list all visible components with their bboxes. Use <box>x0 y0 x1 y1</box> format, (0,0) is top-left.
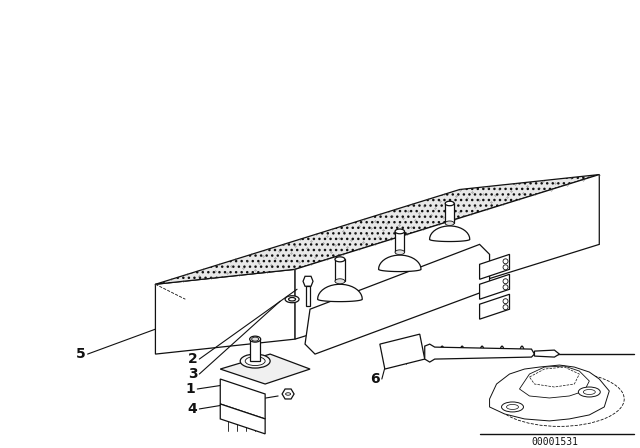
Polygon shape <box>479 254 509 279</box>
Polygon shape <box>282 389 294 399</box>
Ellipse shape <box>285 393 291 395</box>
Ellipse shape <box>395 229 404 234</box>
Polygon shape <box>303 276 313 286</box>
Circle shape <box>503 285 508 290</box>
Ellipse shape <box>506 405 518 409</box>
Ellipse shape <box>289 297 296 301</box>
Polygon shape <box>220 354 310 384</box>
Text: 5: 5 <box>76 347 86 361</box>
Polygon shape <box>379 255 421 271</box>
Ellipse shape <box>583 389 595 395</box>
Bar <box>306 286 310 306</box>
Ellipse shape <box>335 257 345 262</box>
Text: 00001531: 00001531 <box>531 437 578 447</box>
Ellipse shape <box>285 296 299 303</box>
Polygon shape <box>479 294 509 319</box>
Circle shape <box>503 259 508 264</box>
Ellipse shape <box>245 357 265 366</box>
Ellipse shape <box>445 221 454 225</box>
Ellipse shape <box>495 371 624 426</box>
Circle shape <box>503 265 508 270</box>
Ellipse shape <box>395 250 404 254</box>
Bar <box>395 232 404 252</box>
Polygon shape <box>156 269 295 354</box>
Circle shape <box>503 279 508 284</box>
Text: 6: 6 <box>370 372 380 386</box>
Text: 2: 2 <box>188 352 197 366</box>
Polygon shape <box>295 175 599 339</box>
Polygon shape <box>305 244 490 354</box>
Polygon shape <box>425 344 534 362</box>
Circle shape <box>503 299 508 304</box>
Polygon shape <box>490 365 609 421</box>
Ellipse shape <box>252 337 259 341</box>
Bar <box>335 259 345 281</box>
Polygon shape <box>220 404 265 434</box>
Polygon shape <box>429 226 470 241</box>
Ellipse shape <box>445 201 454 206</box>
Text: 3: 3 <box>188 367 197 381</box>
Polygon shape <box>520 366 589 398</box>
Ellipse shape <box>250 336 260 342</box>
Polygon shape <box>220 379 265 419</box>
Text: 1: 1 <box>186 382 195 396</box>
Bar <box>250 339 260 361</box>
Ellipse shape <box>335 279 345 284</box>
Ellipse shape <box>579 387 600 397</box>
Text: 4: 4 <box>188 402 197 416</box>
Polygon shape <box>534 350 559 357</box>
Circle shape <box>503 305 508 310</box>
Bar <box>445 203 454 223</box>
Polygon shape <box>317 284 362 302</box>
Ellipse shape <box>502 402 524 412</box>
Polygon shape <box>380 334 425 369</box>
Polygon shape <box>479 274 509 299</box>
Polygon shape <box>156 175 599 284</box>
Ellipse shape <box>240 354 270 368</box>
